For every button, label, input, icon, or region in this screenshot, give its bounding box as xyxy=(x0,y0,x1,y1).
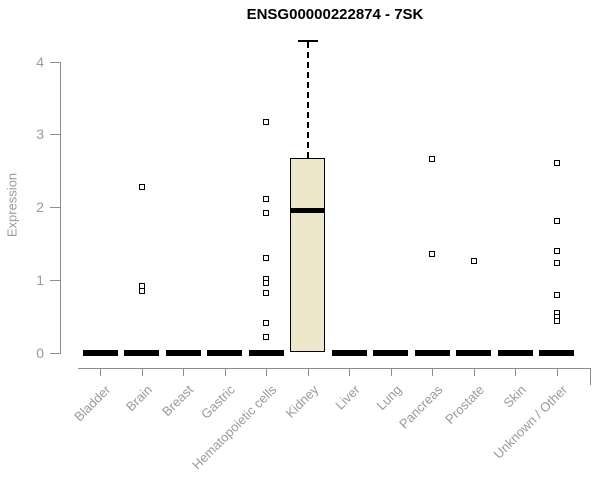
y-tick-label: 3 xyxy=(36,126,44,143)
x-axis-end-tick xyxy=(590,368,591,385)
x-tick-mark xyxy=(432,368,433,376)
y-tick-label: 2 xyxy=(36,199,44,216)
y-tick-mark xyxy=(50,134,60,136)
outlier-point xyxy=(138,288,145,295)
x-category-label: Lung xyxy=(373,382,405,414)
x-tick-mark xyxy=(349,368,350,376)
outlier-point xyxy=(263,334,269,341)
outlier-point xyxy=(263,209,269,216)
x-category-label: Prostate xyxy=(442,382,488,427)
x-category-label: Unknown / Other xyxy=(490,382,571,462)
collapsed-box-zero xyxy=(207,349,242,356)
collapsed-box-zero xyxy=(124,349,159,356)
x-axis-line xyxy=(78,368,590,369)
outlier-point xyxy=(470,257,477,264)
x-category-label: Breast xyxy=(159,382,197,420)
x-tick-mark xyxy=(390,368,392,376)
outlier-point xyxy=(263,254,269,261)
outlier-point xyxy=(138,183,145,190)
y-tick-mark xyxy=(50,61,60,63)
x-tick-mark xyxy=(100,368,101,376)
outlier-point xyxy=(553,260,560,267)
outlier-point xyxy=(553,217,560,224)
outlier-point xyxy=(553,248,560,255)
collapsed-box-zero xyxy=(539,349,574,356)
x-tick-mark xyxy=(307,368,309,376)
collapsed-box-zero xyxy=(414,349,450,356)
outlier-point xyxy=(263,289,269,296)
outlier-point xyxy=(263,119,269,126)
upper-whisker xyxy=(306,41,309,158)
y-tick-label: 4 xyxy=(36,53,44,70)
x-category-label: Skin xyxy=(500,382,529,411)
x-category-label: Liver xyxy=(332,382,363,413)
collapsed-box-zero xyxy=(248,349,284,356)
box xyxy=(290,157,325,353)
x-category-label: Kidney xyxy=(282,382,322,421)
collapsed-box-zero xyxy=(497,349,533,356)
outlier-point xyxy=(553,159,560,166)
outlier-point xyxy=(263,319,269,326)
collapsed-box-zero xyxy=(165,349,201,356)
y-tick-mark xyxy=(50,207,60,209)
x-tick-mark xyxy=(141,368,143,376)
collapsed-box-zero xyxy=(82,349,118,356)
chart-title: ENSG00000222874 - 7SK xyxy=(246,6,424,23)
x-tick-mark xyxy=(183,368,184,376)
outlier-point xyxy=(263,196,269,203)
y-tick-mark xyxy=(50,352,60,354)
y-axis-line xyxy=(60,62,61,354)
y-tick-label: 0 xyxy=(36,344,44,361)
outlier-point xyxy=(429,156,435,163)
outlier-point xyxy=(263,280,269,287)
x-category-label: Gastric xyxy=(198,382,239,422)
x-tick-mark xyxy=(224,368,226,376)
upper-whisker-cap xyxy=(297,39,318,42)
median-line xyxy=(290,207,325,213)
x-category-label: Brain xyxy=(123,382,156,415)
x-tick-mark xyxy=(473,368,475,376)
collapsed-box-zero xyxy=(456,349,491,356)
y-tick-mark xyxy=(50,279,60,281)
collapsed-box-zero xyxy=(373,349,408,356)
outlier-point xyxy=(429,251,435,258)
outlier-point xyxy=(553,292,560,299)
collapsed-box-zero xyxy=(331,349,367,356)
y-tick-label: 1 xyxy=(36,271,44,288)
outlier-point xyxy=(138,282,145,289)
outlier-point xyxy=(553,318,560,325)
x-tick-mark xyxy=(266,368,267,376)
x-tick-mark xyxy=(556,368,558,376)
x-category-label: Pancreas xyxy=(396,382,446,432)
x-category-label: Bladder xyxy=(71,382,114,425)
x-tick-mark xyxy=(515,368,516,376)
